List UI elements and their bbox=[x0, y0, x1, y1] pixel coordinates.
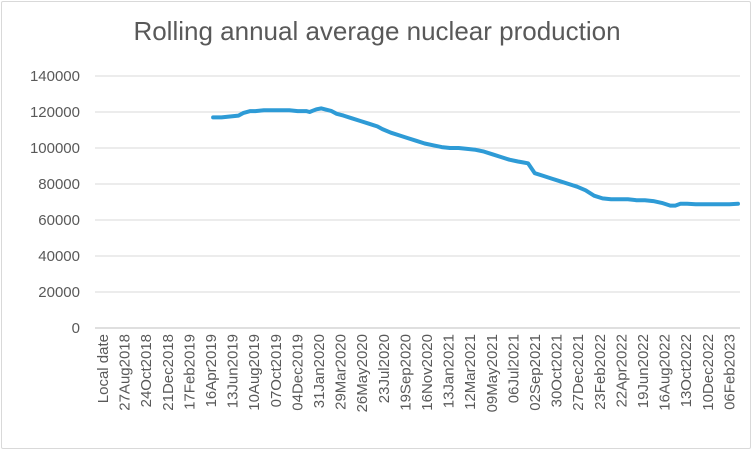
x-tick-label: 02Sep2021 bbox=[527, 334, 544, 411]
series-line bbox=[211, 106, 740, 208]
x-tick-label: 30Oct2021 bbox=[549, 334, 566, 407]
x-tick-label: 13Jan2021 bbox=[441, 334, 458, 408]
x-tick-label: 10Dec2022 bbox=[700, 334, 717, 411]
y-tick-label: 40000 bbox=[38, 248, 80, 265]
x-tick-label: 27Aug2018 bbox=[117, 334, 134, 411]
x-tick-label: 16Nov2020 bbox=[419, 334, 436, 411]
x-tick-label: 22Apr2022 bbox=[613, 334, 630, 407]
x-tick-label: 13Jun2019 bbox=[225, 334, 242, 408]
y-tick-label: 20000 bbox=[38, 284, 80, 301]
x-tick-label: 21Dec2018 bbox=[160, 334, 177, 411]
x-tick-label: 16Aug2022 bbox=[657, 334, 674, 411]
x-tick-label: 24Oct2018 bbox=[138, 334, 155, 407]
y-tick-label: 100000 bbox=[30, 140, 80, 157]
x-tick-label: 12Mar2021 bbox=[462, 334, 479, 410]
y-tick-label: 60000 bbox=[38, 212, 80, 229]
x-tick-label: 17Feb2019 bbox=[181, 334, 198, 410]
x-tick-label: 07Oct2019 bbox=[268, 334, 285, 407]
x-tick-label: 19Jun2022 bbox=[635, 334, 652, 408]
y-tick-label: 80000 bbox=[38, 176, 80, 193]
y-tick-label: 140000 bbox=[30, 68, 80, 85]
x-tick-label: 23Jul2020 bbox=[376, 334, 393, 403]
x-tick-label: 26May2020 bbox=[354, 334, 371, 412]
x-tick-label: 06Jul2021 bbox=[505, 334, 522, 403]
x-tick-label: 13Oct2022 bbox=[678, 334, 695, 407]
x-axis-ticks: Local date 27Aug2018 24Oct2018 21Dec2018 17F… bbox=[95, 334, 738, 412]
x-tick-label: Local date bbox=[95, 334, 112, 403]
x-tick-label: 23Feb2022 bbox=[592, 334, 609, 410]
x-tick-label: 10Aug2019 bbox=[246, 334, 263, 411]
y-tick-label: 0 bbox=[72, 320, 80, 337]
y-axis-ticks: 0 20000 40000 60000 80000 100000 120000 140000 bbox=[30, 68, 80, 337]
chart-title: Rolling annual average nuclear productio… bbox=[133, 16, 621, 46]
x-tick-label: 29Mar2020 bbox=[333, 334, 350, 410]
y-tick-label: 120000 bbox=[30, 104, 80, 121]
x-tick-label: 16Apr2019 bbox=[203, 334, 220, 407]
x-tick-label: 09May2021 bbox=[484, 334, 501, 412]
x-tick-label: 31Jan2020 bbox=[311, 334, 328, 408]
x-tick-label: 06Feb2023 bbox=[721, 334, 738, 410]
x-tick-label: 19Sep2020 bbox=[397, 334, 414, 411]
x-tick-label: 04Dec2019 bbox=[289, 334, 306, 411]
x-tick-label: 27Dec2021 bbox=[570, 334, 587, 411]
gridlines bbox=[95, 75, 740, 329]
series-layer bbox=[211, 106, 740, 208]
